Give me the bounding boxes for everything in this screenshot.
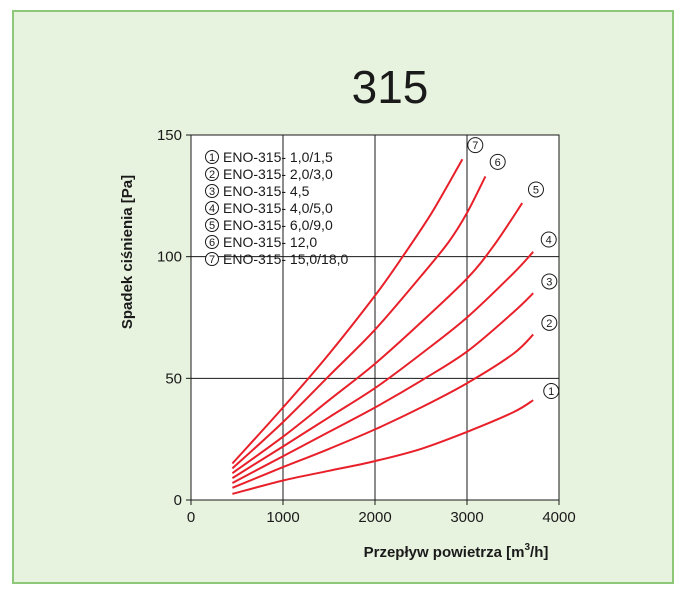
x-tick-label: 2000 — [358, 509, 391, 526]
curve-marker-label: 4 — [546, 235, 552, 247]
curve-marker-7: 7 — [467, 137, 484, 154]
curve-marker-label: 7 — [472, 140, 478, 152]
legend-item: 1 ENO-315- 1,0/1,5 — [205, 149, 333, 165]
axes: 0 1000 2000 3000 4000 0 50 100 150 — [157, 127, 576, 526]
chart-title: 315 — [352, 61, 429, 113]
curve-marker-3: 3 — [541, 273, 558, 290]
grid — [190, 134, 560, 501]
legend-item: 3 ENO-315- 4,5 — [205, 183, 310, 199]
legend-item: 2 ENO-315- 2,0/3,0 — [205, 166, 333, 182]
legend-marker-label: 4 — [209, 203, 215, 215]
legend-item: 7 ENO-315- 15,0/18,0 — [205, 251, 349, 267]
legend-label: ENO-315- 2,0/3,0 — [223, 166, 333, 182]
series-line-5 — [231, 202, 524, 475]
curve-marker-label: 6 — [495, 157, 501, 169]
y-tick-label: 0 — [174, 492, 182, 509]
legend-marker-label: 1 — [209, 152, 215, 164]
legend-label: ENO-315- 4,0/5,0 — [223, 200, 333, 216]
series-line-4 — [231, 251, 534, 479]
legend-item: 6 ENO-315- 12,0 — [205, 234, 317, 250]
y-axis-title: Spadek ciśnienia [Pa] — [119, 175, 136, 329]
curve-marker-label: 5 — [533, 184, 539, 196]
legend-label: ENO-315- 4,5 — [223, 183, 310, 199]
series-line-2 — [232, 333, 534, 489]
curve-marker-label: 1 — [548, 386, 554, 398]
legend-label: ENO-315- 6,0/9,0 — [223, 217, 333, 233]
legend-label: ENO-315- 1,0/1,5 — [223, 149, 333, 165]
legend-item: 4 ENO-315- 4,0/5,0 — [205, 200, 333, 216]
x-tick-label: 0 — [187, 509, 195, 526]
series-line-1 — [232, 399, 534, 495]
curve-marker-6: 6 — [489, 153, 506, 170]
legend: 1 ENO-315- 1,0/1,5 2 ENO-315- 2,0/3,0 3 ENO-3… — [205, 149, 349, 267]
curve-marker-2: 2 — [541, 314, 558, 331]
curve-marker-1: 1 — [543, 383, 560, 400]
legend-item: 5 ENO-315- 6,0/9,0 — [205, 217, 333, 233]
curve-markers: 1 2 3 4 5 6 7 — [467, 137, 560, 400]
legend-marker-label: 2 — [209, 169, 215, 181]
series-lines — [231, 158, 534, 495]
series-line-7 — [231, 158, 464, 465]
x-tick-label: 1000 — [266, 509, 299, 526]
series-line-3 — [231, 292, 534, 484]
curve-marker-5: 5 — [527, 181, 544, 198]
legend-label: ENO-315- 12,0 — [223, 234, 317, 250]
series-line-6 — [231, 175, 487, 470]
y-tick-label: 150 — [157, 127, 182, 144]
legend-marker-label: 3 — [209, 186, 215, 198]
curve-marker-label: 2 — [546, 318, 552, 330]
y-tick-label: 50 — [165, 370, 182, 387]
x-tick-label: 3000 — [450, 509, 483, 526]
x-axis-title: Przepływ powietrza [m3/h] — [364, 542, 549, 561]
legend-marker-label: 5 — [209, 220, 215, 232]
legend-marker-label: 7 — [209, 254, 215, 266]
curve-marker-4: 4 — [540, 231, 557, 248]
y-tick-label: 100 — [157, 249, 182, 266]
x-tick-label: 4000 — [542, 509, 575, 526]
legend-marker-label: 6 — [209, 237, 215, 249]
curve-marker-label: 3 — [546, 276, 552, 288]
legend-label: ENO-315- 15,0/18,0 — [223, 251, 349, 267]
